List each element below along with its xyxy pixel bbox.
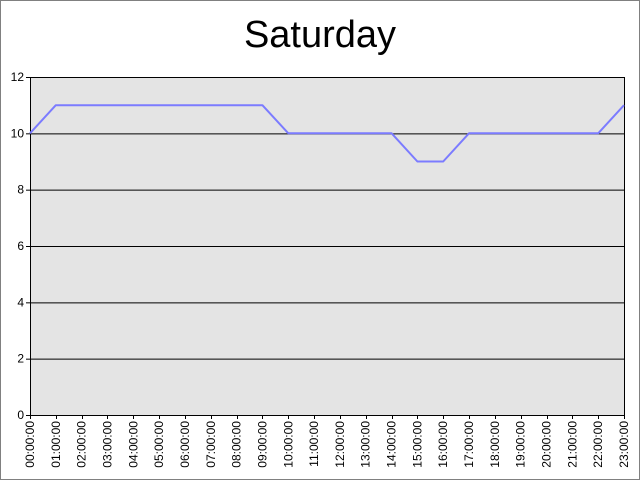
y-tick-label: 2 [17, 352, 24, 366]
x-tick-label: 19:00:00 [514, 421, 528, 468]
axes [26, 77, 625, 419]
tick-labels: 0 2 4 6 8 10 12 00:00:00 01:00:00 02:00:00 03:00:0… [11, 70, 631, 468]
x-tick-label: 23:00:00 [617, 421, 631, 468]
x-tick-label: 01:00:00 [49, 421, 63, 468]
x-tick-label: 04:00:00 [126, 421, 140, 468]
y-tick-label: 8 [17, 183, 24, 197]
x-tick-label: 13:00:00 [359, 421, 373, 468]
chart-title: Saturday [243, 14, 397, 56]
x-tick-label: 12:00:00 [333, 421, 347, 468]
x-tick-label: 09:00:00 [255, 421, 269, 468]
y-tick-label: 4 [17, 295, 24, 309]
x-tick-label: 16:00:00 [436, 421, 450, 468]
x-tick-label: 00:00:00 [23, 421, 37, 468]
x-tick-label: 10:00:00 [281, 421, 295, 468]
series-layer [29, 104, 625, 163]
x-tick-label: 15:00:00 [410, 421, 424, 468]
plot-border [30, 77, 625, 416]
x-tick-label: 02:00:00 [75, 421, 89, 468]
x-tick-label: 18:00:00 [488, 421, 502, 468]
x-tick-label: 08:00:00 [230, 421, 244, 468]
x-tick-label: 06:00:00 [178, 421, 192, 468]
x-tick-label: 22:00:00 [591, 421, 605, 468]
y-tick-label: 6 [17, 239, 24, 253]
x-tick-label: 07:00:00 [204, 421, 218, 468]
series-line-0 [29, 104, 625, 163]
x-tick-label: 05:00:00 [152, 421, 166, 468]
x-tick-label: 03:00:00 [100, 421, 114, 468]
y-tick-label: 0 [17, 408, 24, 422]
y-tick-label: 10 [11, 126, 25, 140]
x-tick-label: 14:00:00 [385, 421, 399, 468]
x-tick-label: 21:00:00 [565, 421, 579, 468]
y-tick-label: 12 [11, 70, 25, 84]
x-tick-label: 20:00:00 [540, 421, 554, 468]
x-tick-label: 11:00:00 [307, 421, 321, 467]
x-tick-label: 17:00:00 [462, 421, 476, 468]
